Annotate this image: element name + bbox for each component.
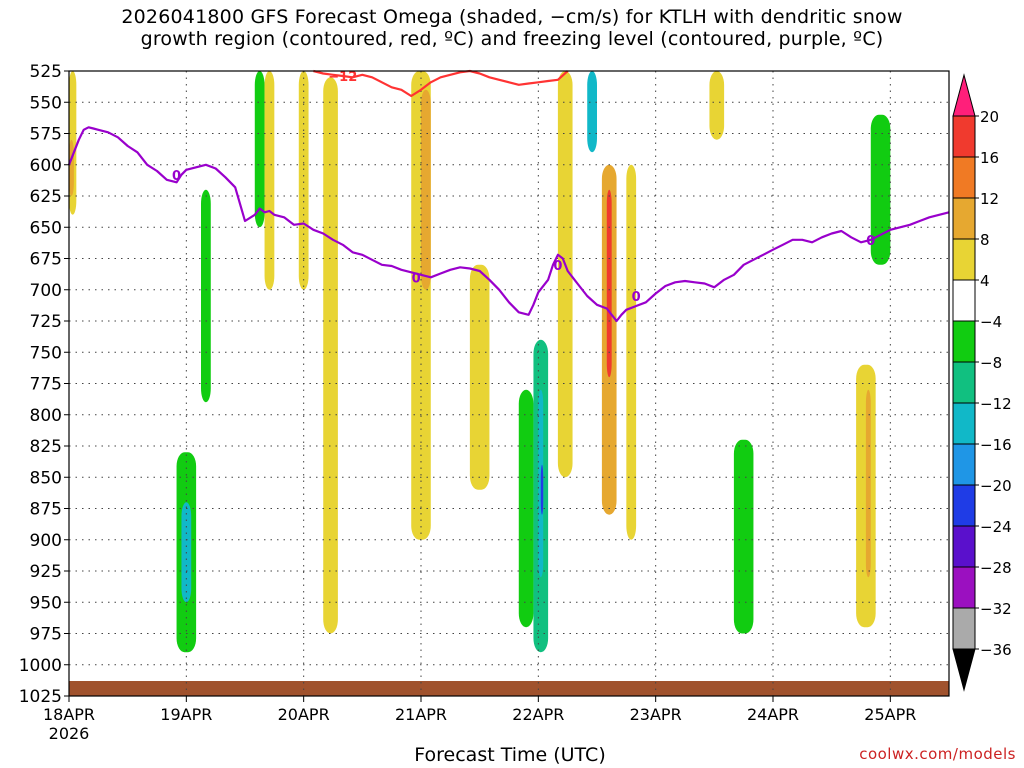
colorbar-box-6 xyxy=(952,320,976,363)
x-tick-label-18APR: 18APR xyxy=(43,705,95,724)
colorbar-bottom-triangle xyxy=(952,648,976,692)
y-tick-label-900: 900 xyxy=(30,531,62,551)
omega-region-23 xyxy=(856,364,876,628)
omega-region-17 xyxy=(587,71,597,153)
colorbar-label-7: −12 xyxy=(980,395,1012,413)
omega-region-8 xyxy=(323,77,338,634)
y-tick-label-875: 875 xyxy=(30,500,62,520)
y-tick-label-925: 925 xyxy=(30,562,62,582)
colorbar-label-10: −24 xyxy=(980,518,1012,536)
contour-label-2: 0 xyxy=(553,259,562,274)
x-axis-label: Forecast Time (UTC) xyxy=(414,744,606,766)
y-tick-label-550: 550 xyxy=(30,93,62,113)
colorbar-box-1 xyxy=(952,115,976,158)
contour-label-4: 0 xyxy=(866,234,875,249)
y-tick-label-650: 650 xyxy=(30,218,62,238)
y-tick-label-700: 700 xyxy=(30,281,62,301)
omega-region-21 xyxy=(709,71,725,140)
x-tick-sublabel-18APR: 2026 xyxy=(49,724,90,743)
x-tick-label-25APR: 25APR xyxy=(864,705,916,724)
y-tick-label-975: 975 xyxy=(30,625,62,645)
omega-region-11 xyxy=(469,264,490,490)
colorbar-box-5 xyxy=(952,279,976,322)
colorbar-box-9 xyxy=(952,443,976,486)
omega-region-5 xyxy=(254,71,265,228)
colorbar-label-12: −32 xyxy=(980,600,1012,618)
y-tick-label-825: 825 xyxy=(30,437,62,457)
colorbar-box-10 xyxy=(952,484,976,527)
colorbar-label-1: 16 xyxy=(980,149,999,167)
y-tick-label-950: 950 xyxy=(30,593,62,613)
y-tick-label-850: 850 xyxy=(30,468,62,488)
y-axis: 525 550 575 600 625 650 675 700 725 750 775 800 825 8… xyxy=(19,62,69,707)
colorbar-box-8 xyxy=(952,402,976,445)
x-tick-label-20APR: 20APR xyxy=(278,705,330,724)
colorbar: 20 16 12 8 4 −4 −8 −12 −16 −20 −24 −28 −32 −36 xyxy=(952,73,1012,692)
colorbar-label-6: −8 xyxy=(980,354,1002,372)
colorbar-label-4: 4 xyxy=(980,272,990,290)
x-tick-label-21APR: 21APR xyxy=(395,705,447,724)
y-tick-label-675: 675 xyxy=(30,250,62,270)
x-tick-label-19APR: 19APR xyxy=(160,705,212,724)
omega-region-19 xyxy=(606,189,612,378)
y-tick-label-750: 750 xyxy=(30,343,62,363)
omega-region-15 xyxy=(540,464,544,515)
omega-region-6 xyxy=(264,71,275,290)
colorbar-box-3 xyxy=(952,197,976,240)
omega-region-22 xyxy=(733,439,754,634)
colorbar-label-2: 12 xyxy=(980,190,999,208)
omega-region-12 xyxy=(518,389,534,628)
y-tick-label-725: 725 xyxy=(30,312,62,332)
contour-line-0 xyxy=(67,126,950,323)
colorbar-box-12 xyxy=(952,566,976,609)
chart-title-line-1: 2026041800 GFS Forecast Omega (shaded, −… xyxy=(121,6,903,28)
colorbar-label-3: 8 xyxy=(980,231,990,249)
colorbar-label-8: −16 xyxy=(980,436,1012,454)
contour-label-5: −12 xyxy=(328,70,357,85)
credit-link[interactable]: coolwx.com/models xyxy=(859,745,1016,763)
y-tick-label-1000: 1000 xyxy=(19,656,62,676)
omega-region-7 xyxy=(298,71,309,290)
y-tick-label-525: 525 xyxy=(30,62,62,82)
terrain-fill xyxy=(69,681,949,696)
contour-label-1: 0 xyxy=(412,271,421,286)
y-tick-label-625: 625 xyxy=(30,187,62,207)
contour-layer: 0 0 0 0 0 −12 xyxy=(67,69,950,323)
omega-region-1 xyxy=(69,139,74,196)
contour-label-0: 0 xyxy=(172,169,181,184)
y-tick-label-600: 600 xyxy=(30,156,62,176)
omega-region-16 xyxy=(557,71,573,478)
terrain-layer xyxy=(69,681,949,696)
colorbar-label-9: −20 xyxy=(980,477,1012,495)
colorbar-top-triangle xyxy=(952,73,976,117)
colorbar-label-0: 20 xyxy=(980,108,999,126)
colorbar-box-4 xyxy=(952,238,976,281)
colorbar-label-11: −28 xyxy=(980,559,1012,577)
colorbar-label-13: −36 xyxy=(980,641,1012,659)
omega-shading-layer xyxy=(69,71,891,653)
chart-title-line-2: growth region (contoured, red, ºC) and f… xyxy=(140,28,884,50)
colorbar-box-7 xyxy=(952,361,976,404)
omega-region-10 xyxy=(421,89,431,290)
y-tick-label-800: 800 xyxy=(30,406,62,426)
colorbar-label-5: −4 xyxy=(980,313,1002,331)
omega-region-4 xyxy=(201,189,211,403)
y-tick-label-775: 775 xyxy=(30,375,62,395)
y-tick-label-1025: 1025 xyxy=(19,687,62,707)
colorbar-box-13 xyxy=(952,607,976,650)
colorbar-box-11 xyxy=(952,525,976,568)
x-tick-label-24APR: 24APR xyxy=(747,705,799,724)
contour-line-1 xyxy=(313,69,569,98)
chart-title: 2026041800 GFS Forecast Omega (shaded, −… xyxy=(0,6,1024,50)
x-tick-label-23APR: 23APR xyxy=(630,705,682,724)
x-tick-label-22APR: 22APR xyxy=(512,705,564,724)
omega-region-24 xyxy=(865,389,871,578)
colorbar-box-2 xyxy=(952,156,976,199)
contour-label-3: 0 xyxy=(632,290,641,305)
y-tick-label-575: 575 xyxy=(30,125,62,145)
